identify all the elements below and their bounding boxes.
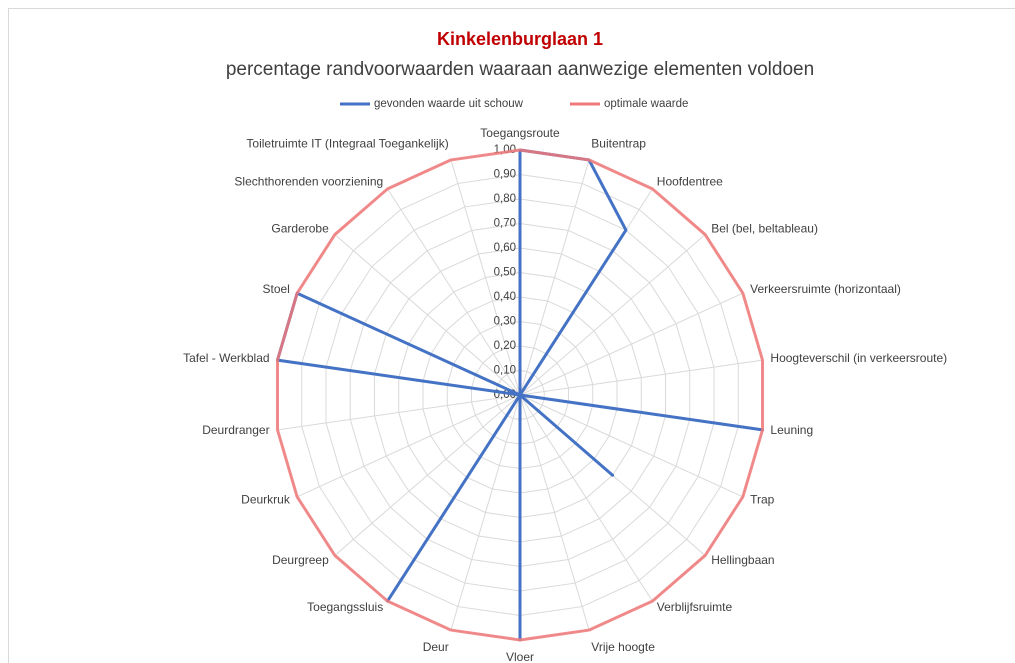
category-label: Toegangsroute — [480, 126, 560, 140]
category-label: Trap — [750, 492, 775, 506]
y-tick-label: 0,40 — [494, 291, 516, 303]
category-label: Deur — [423, 640, 449, 654]
spoke — [296, 394, 521, 498]
spoke — [450, 159, 521, 396]
chart-subtitle: percentage randvoorwaarden waaraan aanwe… — [226, 59, 814, 80]
category-label: Deurdranger — [202, 423, 269, 437]
category-label: Toiletruimte IT (Integraal Toegankelijk) — [246, 136, 448, 150]
y-tick-label: 0,60 — [494, 242, 516, 254]
category-label: Vloer — [506, 650, 534, 663]
y-tick-label: 0,90 — [494, 169, 516, 181]
chart-border — [8, 8, 1015, 663]
spoke — [519, 159, 590, 396]
category-label: Tafel - Werkblad — [183, 351, 269, 365]
category-label: Hoofdentree — [657, 174, 723, 188]
y-tick-label: 0,70 — [494, 218, 516, 230]
y-tick-label: 0,80 — [494, 193, 516, 205]
chart-title: Kinkelenburglaan 1 — [437, 29, 603, 49]
category-label: Garderobe — [271, 221, 329, 235]
category-label: Buitentrap — [591, 136, 646, 150]
spoke — [334, 394, 521, 556]
category-label: Hoogteverschil (in verkeersroute) — [770, 351, 947, 365]
category-label: Slechthorenden voorziening — [234, 174, 383, 188]
category-label: Hellingbaan — [711, 553, 774, 567]
category-label: Stoel — [263, 282, 290, 296]
category-label: Leuning — [770, 423, 813, 437]
category-label: Verkeersruimte (horizontaal) — [750, 282, 901, 296]
spoke — [519, 394, 653, 602]
y-tick-label: 0,50 — [494, 267, 516, 279]
category-label: Deurgreep — [272, 553, 329, 567]
spoke — [519, 292, 744, 396]
y-tick-label: 0,30 — [494, 316, 516, 328]
series-line — [275, 148, 765, 642]
category-label: Bel (bel, beltableau) — [711, 221, 818, 235]
y-tick-label: 0,20 — [494, 340, 516, 352]
spoke — [277, 394, 521, 431]
category-label: Toegangssluis — [307, 600, 383, 614]
spoke — [387, 188, 521, 396]
spoke — [519, 394, 744, 498]
spoke — [519, 234, 706, 396]
category-label: Vrije hoogte — [591, 640, 655, 654]
category-label: Deurkruk — [241, 492, 291, 506]
spoke — [519, 394, 590, 631]
category-label: Verblijfsruimte — [657, 600, 733, 614]
spoke — [334, 234, 521, 396]
y-tick-label: 0,10 — [494, 365, 516, 377]
legend-label: optimale waarde — [604, 98, 688, 110]
spoke — [519, 359, 763, 396]
legend-label: gevonden waarde uit schouw — [374, 98, 524, 110]
spoke — [450, 394, 521, 631]
